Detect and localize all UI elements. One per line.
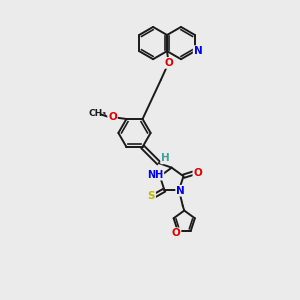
Text: O: O — [194, 167, 202, 178]
Text: CH₃: CH₃ — [88, 109, 107, 118]
Text: O: O — [108, 112, 117, 122]
Text: N: N — [176, 186, 185, 196]
Text: O: O — [164, 58, 173, 68]
Text: N: N — [194, 46, 203, 56]
Text: S: S — [148, 191, 155, 201]
Text: H: H — [161, 153, 170, 164]
Text: O: O — [172, 228, 181, 238]
Text: NH: NH — [147, 170, 164, 180]
